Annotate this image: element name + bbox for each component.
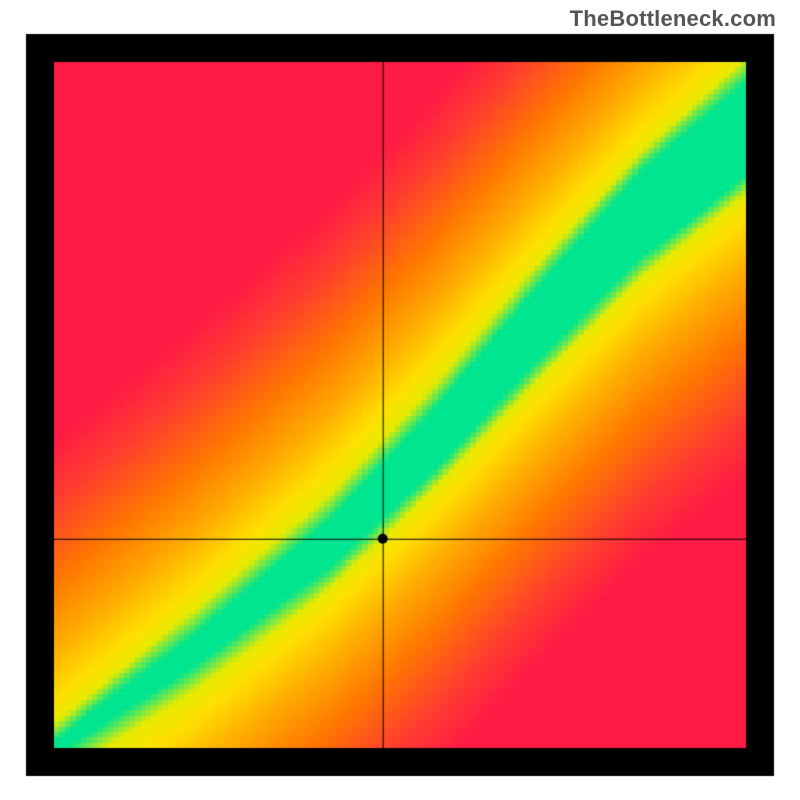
chart-container: { "watermark": { "text": "TheBottleneck.… <box>0 0 800 800</box>
watermark-text: TheBottleneck.com <box>570 6 776 32</box>
bottleneck-heatmap <box>0 0 800 800</box>
